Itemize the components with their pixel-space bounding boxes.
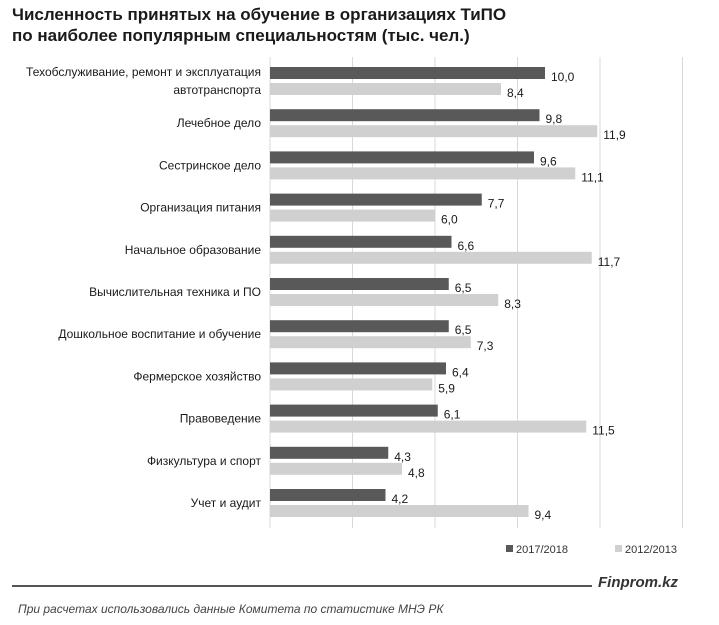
data-label: 11,7 <box>598 255 621 269</box>
legend-swatch <box>506 545 513 552</box>
data-label: 9,4 <box>535 508 552 522</box>
category-label-line: Учет и аудит <box>191 496 262 510</box>
legend-label: 2012/2013 <box>625 544 677 556</box>
bar-2012/2013 <box>270 336 471 349</box>
bar-2017/2018 <box>270 278 449 290</box>
category-label-line: Физкультура и спорт <box>147 454 262 468</box>
legend-label: 2017/2018 <box>516 544 568 556</box>
data-label: 6,1 <box>444 408 461 422</box>
category-label: Сестринское дело <box>159 158 261 172</box>
category-label-line: Организация питания <box>140 201 261 215</box>
category-label-line: Лечебное дело <box>177 116 262 130</box>
bar-2017/2018 <box>270 151 534 164</box>
legend-swatch <box>615 545 622 552</box>
category-label-line: Начальное образование <box>125 243 262 257</box>
category-label-line: Сестринское дело <box>159 158 261 172</box>
data-label: 9,8 <box>546 112 563 126</box>
bar-chart: Техобслуживание, ремонт и эксплуатация ав… <box>26 57 683 556</box>
bar-2017/2018 <box>270 193 482 206</box>
category-label-line: Вычислительная техника и ПО <box>89 285 261 299</box>
category-label: Начальное образование <box>125 243 262 257</box>
bar-2012/2013 <box>270 251 592 264</box>
bar-2012/2013 <box>270 167 576 180</box>
bar-2017/2018 <box>270 446 389 459</box>
bar-2012/2013 <box>270 294 499 306</box>
category-label: Вычислительная техника и ПО <box>89 285 261 299</box>
category-label-line: Дошкольное воспитание и обучение <box>58 327 261 341</box>
category-label: Организация питания <box>140 201 261 215</box>
data-label: 6,0 <box>441 213 458 227</box>
data-label: 4,8 <box>408 466 425 480</box>
bar-2012/2013 <box>270 83 501 95</box>
bar-2012/2013 <box>270 505 529 517</box>
data-label: 11,9 <box>603 128 626 142</box>
bar-2012/2013 <box>270 209 435 222</box>
category-label: Учет и аудит <box>191 496 262 510</box>
bar-2012/2013 <box>270 125 598 138</box>
data-label: 7,7 <box>488 197 505 211</box>
data-label: 6,5 <box>455 281 472 295</box>
data-label: 7,3 <box>477 339 494 353</box>
data-label: 11,1 <box>581 170 604 184</box>
bar-2017/2018 <box>270 489 386 501</box>
category-label: Правоведение <box>180 412 262 426</box>
footer-divider <box>12 585 592 587</box>
data-label: 11,5 <box>592 424 615 438</box>
category-label-line: автотранспорта <box>173 83 261 97</box>
source-note: При расчетах использовались данные Комит… <box>18 602 444 616</box>
category-label: Фермерское хозяйство <box>133 369 261 383</box>
category-label: Техобслуживание, ремонт и эксплуатация ав… <box>26 65 261 97</box>
bar-2017/2018 <box>270 235 452 248</box>
data-label: 4,3 <box>394 450 411 464</box>
bar-2012/2013 <box>270 378 433 391</box>
category-label-line: Техобслуживание, ремонт и эксплуатация <box>26 65 261 79</box>
data-label: 4,2 <box>392 492 409 506</box>
bar-2012/2013 <box>270 462 402 475</box>
category-label: Дошкольное воспитание и обучение <box>58 327 261 341</box>
bar-2017/2018 <box>270 67 545 79</box>
data-label: 8,3 <box>504 297 521 311</box>
data-label: 6,5 <box>455 323 472 337</box>
category-label-line: Фермерское хозяйство <box>133 369 261 383</box>
data-label: 6,4 <box>452 365 469 379</box>
data-label: 6,6 <box>458 239 475 253</box>
bar-2017/2018 <box>270 404 438 417</box>
data-label: 9,6 <box>540 154 557 168</box>
category-label: Физкультура и спорт <box>147 454 262 468</box>
category-label-line: Правоведение <box>180 412 262 426</box>
category-label: Лечебное дело <box>177 116 262 130</box>
data-label: 5,9 <box>438 381 455 395</box>
bar-2017/2018 <box>270 109 540 122</box>
bar-2017/2018 <box>270 320 449 333</box>
data-label: 10,0 <box>551 70 575 84</box>
brand-logo-text: Finprom.kz <box>598 574 679 591</box>
bar-2012/2013 <box>270 420 587 433</box>
chart-title: Численность принятых на обучение в орган… <box>12 5 507 45</box>
data-label: 8,4 <box>507 86 524 100</box>
bar-2017/2018 <box>270 362 446 375</box>
